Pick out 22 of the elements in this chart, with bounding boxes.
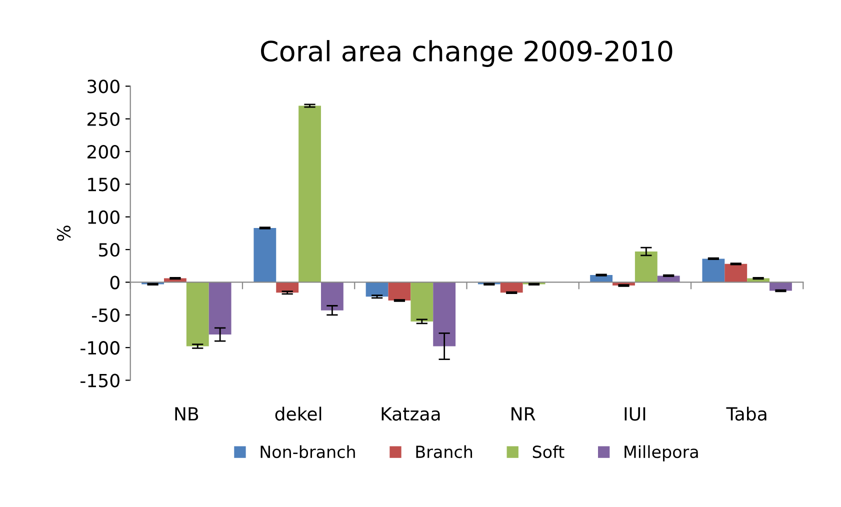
legend-label: Branch — [416, 445, 472, 458]
y-tick-label: -100 — [80, 341, 120, 355]
x-tick-label: dekel — [275, 406, 322, 421]
y-tick-label: 250 — [87, 112, 120, 126]
x-tick-label: IUI — [624, 407, 646, 421]
y-tick-label: 300 — [88, 80, 120, 94]
y-tick-label: 50 — [99, 243, 120, 257]
x-tick-label: NB — [175, 407, 198, 420]
y-tick-label: -50 — [92, 308, 120, 322]
y-tick-label: 200 — [87, 144, 120, 159]
x-tick-label: Katzaa — [382, 407, 440, 421]
x-tick-label: Taba — [726, 406, 766, 421]
y-tick-label: 100 — [88, 210, 120, 224]
legend-label: Millepora — [624, 445, 698, 462]
legend-label: Soft — [532, 445, 564, 458]
y-axis-title: % — [56, 226, 71, 241]
y-tick-label: 0 — [110, 276, 120, 290]
chart-title: Coral area change 2009-2010 — [261, 40, 672, 67]
legend-label: Non-branch — [260, 445, 355, 458]
y-tick-label: 150 — [88, 178, 120, 192]
y-tick-label: -150 — [80, 374, 120, 388]
x-tick-label: NR — [512, 407, 536, 420]
